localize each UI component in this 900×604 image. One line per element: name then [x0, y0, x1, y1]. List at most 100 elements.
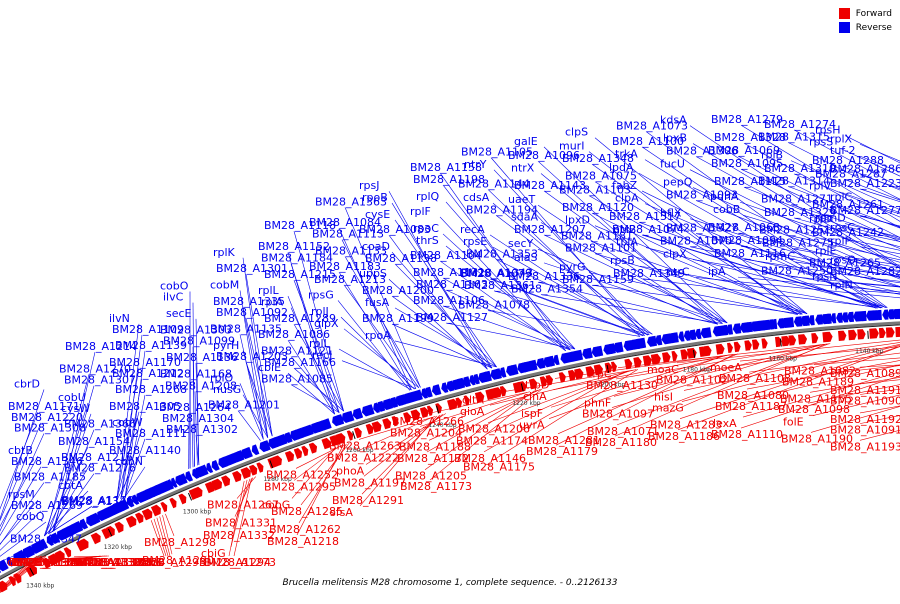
gene-label: BM28_A1331 [205, 517, 277, 530]
gene-label: sfsA [330, 506, 353, 519]
gene-label: rplQ [416, 190, 440, 203]
forward-feature [788, 335, 796, 345]
gene-label: BM28_A1186 [648, 430, 720, 443]
gene-label: alaS [514, 251, 538, 264]
forward-feature [811, 333, 818, 343]
forward-feature [126, 516, 137, 528]
reverse-feature [733, 323, 742, 334]
gene-label: BM28_A1295 [264, 480, 336, 493]
gene-label: secE [166, 307, 192, 320]
gene-leader-line [494, 291, 649, 335]
gene-label: cobN [115, 455, 143, 468]
forward-feature [160, 502, 167, 512]
tick-mark [780, 339, 781, 347]
gene-label: rplA [261, 296, 284, 309]
reverse-feature [252, 444, 260, 455]
forward-feature [662, 352, 671, 363]
gene-label: BM28_A1090 [830, 394, 900, 407]
gene-label: cbrD [14, 378, 40, 391]
gene-label: lpdA [609, 161, 634, 174]
gene-label: cdsA [463, 191, 490, 204]
gene-label: BM28_A1078 [458, 298, 530, 311]
gene-label: rplF [410, 205, 431, 218]
gene-label: fucU [660, 158, 685, 171]
legend-forward-label: Forward [856, 9, 892, 19]
gene-label: hflX [660, 207, 682, 220]
gene-label: cinA [523, 390, 547, 403]
gene-label: BM28_A1180 [585, 436, 657, 449]
forward-feature [240, 467, 250, 479]
gene-label: BM28_A1302 [166, 423, 238, 436]
gene-label: BM28_A1110 [711, 428, 783, 441]
gene-leader-line [291, 385, 339, 413]
tick-label: 1320 kbp [104, 544, 132, 551]
gene-label: BM28_A1089 [830, 367, 900, 380]
gene-label: fabZ [612, 179, 638, 192]
gene-label: uvrA [519, 419, 545, 432]
gene-label: BM28_A1286 [830, 163, 900, 176]
forward-feature [178, 494, 186, 505]
gene-label: rpsB [610, 254, 635, 267]
forward-feature [285, 451, 294, 462]
gene-label: pyrG [559, 261, 586, 274]
gene-label: rplV [809, 180, 832, 193]
forward-feature [857, 329, 865, 339]
gene-label: galE [514, 135, 538, 148]
gene-label: cobO [160, 279, 189, 292]
tick-label: 1140 kbp [855, 348, 883, 355]
forward-feature [798, 334, 807, 345]
legend: Forward Reverse [839, 8, 892, 36]
forward-feature [91, 533, 101, 545]
forward-feature [574, 368, 583, 379]
gene-label: BM28_A1097 [582, 408, 654, 421]
forward-feature [734, 342, 741, 352]
reverse-swatch [839, 22, 850, 33]
gene-label: rplD [809, 213, 832, 226]
gene-label: pyrH [213, 339, 239, 352]
gene-label: rpsC [830, 221, 855, 234]
gene-label: rplN [830, 279, 853, 292]
tick-label: 1160 kbp [769, 355, 797, 362]
gene-label: ipA [708, 265, 726, 278]
gene-label: BM28_A1222 [327, 451, 399, 464]
forward-feature [687, 348, 697, 359]
gene-label: sdaA [511, 211, 538, 224]
gene-label: tuf-2 [830, 144, 856, 157]
gene-label: ntrY [464, 158, 487, 171]
gene-label: clpS [565, 126, 588, 139]
gene-label: rplJ [311, 305, 329, 318]
gene-label: BM28_A1204 [390, 426, 462, 439]
forward-feature [886, 327, 895, 337]
legend-reverse-label: Reverse [856, 23, 892, 33]
forward-feature [142, 508, 153, 520]
gene-label: ntrX [511, 162, 535, 175]
forward-feature [752, 339, 759, 349]
gene-label: BM28_A1193 [830, 440, 900, 453]
forward-feature [869, 328, 879, 338]
gene-label: clpA [615, 192, 639, 205]
forward-feature [680, 349, 688, 360]
gene-label: BM28_A1277 [830, 204, 900, 217]
gene-label: ilvC [163, 291, 184, 304]
gene-label: rpmC [765, 250, 795, 263]
gene-label: rpsJ [359, 179, 379, 192]
forward-feature [895, 327, 900, 337]
gene-label: rplX [830, 132, 853, 145]
forward-feature [135, 513, 143, 524]
gene-label: BM28_A1223 [830, 177, 900, 190]
gene-label: BM28_A1091 [830, 424, 900, 437]
gene-label: BM28_A1293 [134, 556, 206, 569]
gene-label: mazG [652, 402, 684, 415]
gene-label: BM28_A1174 [456, 434, 528, 447]
gene-label: cobW [112, 416, 143, 429]
gene-label: rpsG [308, 288, 334, 301]
gene-label: pepQ [663, 176, 693, 189]
tick-mark [868, 331, 869, 339]
gene-label: BM28_A1347 [10, 533, 82, 546]
gene-label: secY [508, 237, 534, 250]
gene-label: BM28_A1130 [586, 379, 658, 392]
gene-label: cobU [58, 391, 86, 404]
forward-feature [151, 505, 161, 517]
forward-feature [838, 331, 846, 341]
